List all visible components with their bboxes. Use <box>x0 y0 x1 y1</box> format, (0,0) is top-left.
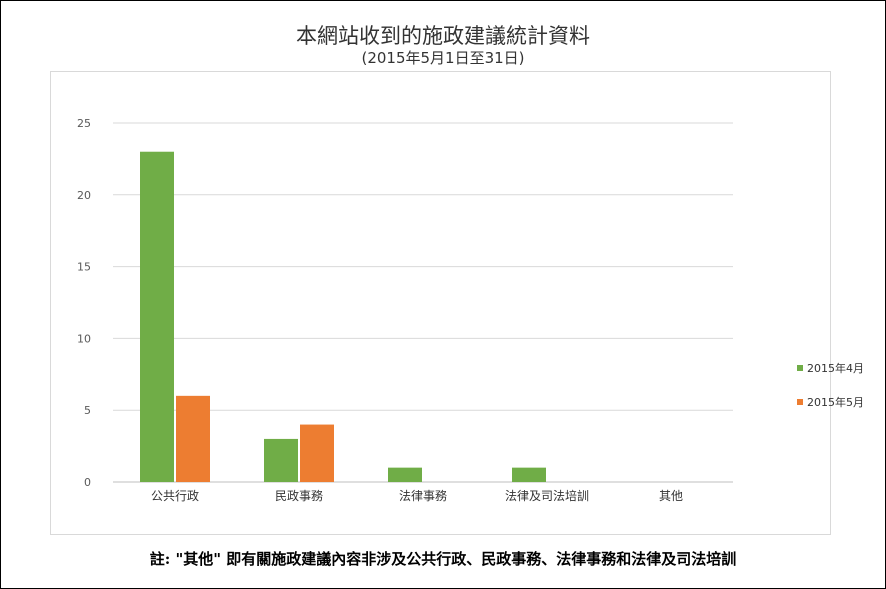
legend-item: 2015年5月 <box>797 394 864 410</box>
legend: 2015年4月 2015年5月 <box>797 360 864 428</box>
x-axis-categories: 公共行政 民政事務 法律事務 法律及司法培訓 其他 <box>151 488 683 503</box>
chart-subtitle: (2015年5月1日至31日) <box>361 49 525 67</box>
y-tick-label: 20 <box>77 189 91 202</box>
chart-title: 本網站收到的施政建議統計資料 <box>296 24 590 48</box>
x-category-label: 其他 <box>659 489 683 503</box>
footnote: 註: "其他" 即有關施政建議內容非涉及公共行政、民政事務、法律事務和法律及司法… <box>149 550 737 568</box>
y-tick-label: 25 <box>77 117 91 130</box>
legend-label: 2015年4月 <box>807 362 864 375</box>
legend-swatch <box>797 365 803 371</box>
bar-chart: 0 5 10 15 20 25 公共行政 民政事務 法律事務 法律及司法培訓 其他 <box>77 117 733 503</box>
x-category-label: 法律及司法培訓 <box>505 488 589 503</box>
bar-series2 <box>300 424 334 482</box>
y-tick-label: 0 <box>84 476 91 489</box>
y-axis-ticks: 0 5 10 15 20 25 <box>77 117 91 489</box>
legend-label: 2015年5月 <box>807 396 864 409</box>
bar-series1 <box>140 151 174 482</box>
y-tick-label: 15 <box>77 261 91 274</box>
bar-series1 <box>512 467 546 482</box>
chart-area: 0 5 10 15 20 25 公共行政 民政事務 法律事務 法律及司法培訓 其他 2015年4月… <box>50 71 864 535</box>
gridlines <box>113 122 733 483</box>
legend-item: 2015年4月 <box>797 360 864 376</box>
y-tick-label: 10 <box>77 332 91 345</box>
legend-swatch <box>797 399 803 405</box>
bar-series1 <box>388 467 422 482</box>
bars <box>140 151 546 482</box>
bar-series1 <box>264 438 298 482</box>
y-tick-label: 5 <box>84 404 91 417</box>
bar-series2 <box>176 395 210 482</box>
x-category-label: 公共行政 <box>151 489 199 503</box>
x-category-label: 民政事務 <box>275 489 323 503</box>
x-category-label: 法律事務 <box>399 489 447 503</box>
